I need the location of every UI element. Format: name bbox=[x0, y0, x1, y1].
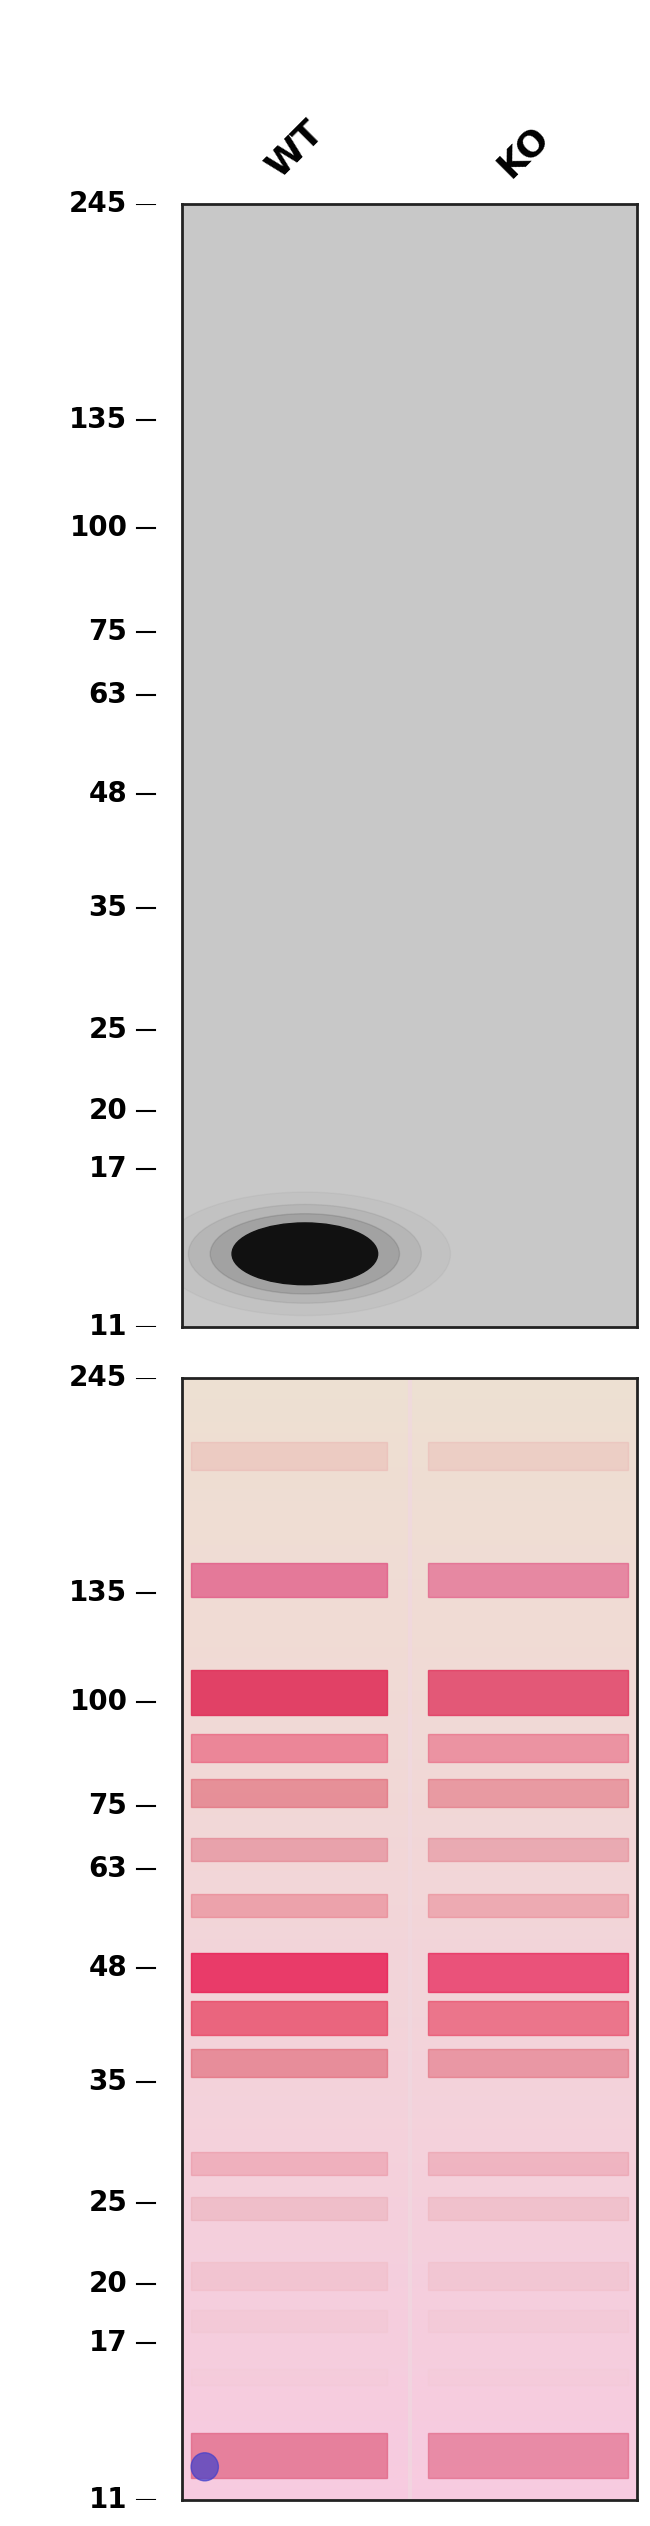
Bar bbox=[428, 1953, 628, 1993]
Bar bbox=[428, 1442, 628, 1470]
Text: 75: 75 bbox=[88, 619, 127, 647]
Ellipse shape bbox=[191, 2453, 218, 2481]
Bar bbox=[428, 2261, 628, 2291]
Bar bbox=[428, 2369, 628, 2385]
Bar bbox=[191, 2369, 387, 2385]
Bar bbox=[191, 1564, 387, 1596]
Text: 100: 100 bbox=[70, 1687, 127, 1715]
Text: 63: 63 bbox=[88, 1854, 127, 1882]
Text: 17: 17 bbox=[89, 1154, 127, 1182]
Bar bbox=[191, 2309, 387, 2331]
Text: 135: 135 bbox=[70, 1579, 127, 1607]
Bar bbox=[191, 1839, 387, 1862]
Text: 63: 63 bbox=[88, 682, 127, 710]
Text: 100: 100 bbox=[70, 515, 127, 543]
Bar bbox=[428, 2198, 628, 2220]
Bar bbox=[191, 2198, 387, 2220]
Text: 35: 35 bbox=[88, 894, 127, 922]
Ellipse shape bbox=[232, 1223, 378, 1286]
Bar bbox=[428, 1778, 628, 1806]
Text: 35: 35 bbox=[88, 2069, 127, 2097]
Text: 25: 25 bbox=[88, 2190, 127, 2218]
Text: 48: 48 bbox=[88, 1953, 127, 1980]
Text: WT: WT bbox=[261, 114, 331, 184]
Bar bbox=[428, 2433, 628, 2478]
Ellipse shape bbox=[210, 1212, 400, 1293]
Bar bbox=[191, 2001, 387, 2033]
Text: 245: 245 bbox=[69, 1364, 127, 1392]
Bar bbox=[191, 1442, 387, 1470]
Bar bbox=[191, 1778, 387, 1806]
Bar bbox=[191, 1670, 387, 1715]
Text: 75: 75 bbox=[88, 1791, 127, 1821]
Ellipse shape bbox=[188, 1205, 421, 1303]
Bar bbox=[191, 1735, 387, 1763]
Text: 17: 17 bbox=[89, 2329, 127, 2357]
Text: 135: 135 bbox=[70, 407, 127, 434]
Bar bbox=[428, 2152, 628, 2175]
Bar bbox=[191, 2433, 387, 2478]
Bar bbox=[428, 2001, 628, 2033]
Bar bbox=[428, 1894, 628, 1917]
Text: 48: 48 bbox=[88, 781, 127, 808]
Bar bbox=[428, 1670, 628, 1715]
Bar bbox=[191, 2261, 387, 2291]
Text: 20: 20 bbox=[88, 1096, 127, 1124]
Bar bbox=[428, 1735, 628, 1763]
Text: 25: 25 bbox=[88, 1015, 127, 1043]
Bar bbox=[428, 1839, 628, 1862]
Bar bbox=[191, 1953, 387, 1993]
Text: 11: 11 bbox=[89, 2486, 127, 2513]
Text: 20: 20 bbox=[88, 2271, 127, 2299]
Bar bbox=[191, 2049, 387, 2076]
Bar bbox=[191, 2152, 387, 2175]
Bar bbox=[191, 1894, 387, 1917]
Text: 245: 245 bbox=[69, 189, 127, 217]
Text: 11: 11 bbox=[89, 1314, 127, 1341]
Text: KO: KO bbox=[491, 119, 556, 184]
Bar bbox=[428, 1564, 628, 1596]
Bar bbox=[428, 2309, 628, 2331]
Bar bbox=[428, 2049, 628, 2076]
